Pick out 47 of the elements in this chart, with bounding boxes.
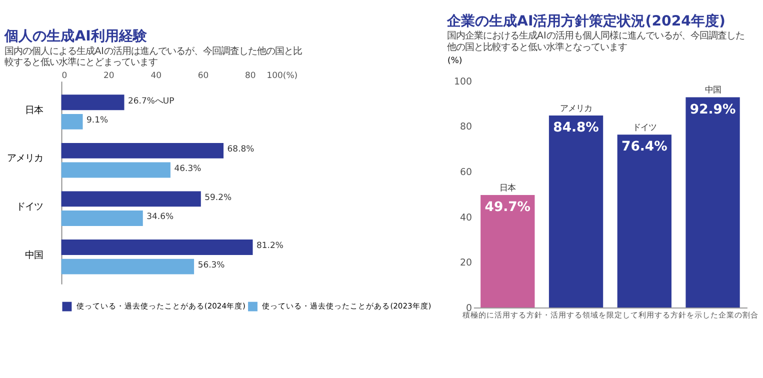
x-tick-label: 80	[245, 70, 256, 80]
x-tick-label: 0	[62, 70, 68, 80]
data-label: 81.2%	[256, 240, 284, 250]
data-label: 56.3%	[198, 259, 225, 270]
bar	[480, 195, 535, 308]
data-label: 34.6%	[146, 211, 174, 222]
data-label: 26.7%へUP	[128, 95, 174, 106]
data-label: 49.7%	[484, 200, 531, 216]
bar	[61, 191, 201, 207]
y-tick-label: 20	[460, 258, 472, 269]
bar	[61, 114, 83, 130]
legend-label: 使っている・過去使ったことがある(2024年度)	[76, 301, 246, 310]
x-tick-label: 100(%)	[266, 70, 298, 80]
bar	[61, 258, 194, 274]
data-label: 59.2%	[204, 192, 232, 202]
y-tick-label: アメリカ	[6, 153, 43, 164]
chart-title: 個人の生成AI利用経験	[4, 28, 148, 45]
y-tick-label: ドイツ	[16, 202, 43, 213]
bar	[61, 240, 253, 255]
data-label: 92.9%	[690, 102, 736, 118]
chart-subtitle: 国内の個人による生成AIの活用は進んでいるが、今回調査した他の国と比較すると低い水準にとどまっています	[4, 46, 302, 68]
y-tick-label: 日本	[24, 104, 43, 116]
bar	[548, 116, 604, 308]
x-axis-title: 積極的に活用する方針・活用する領域を限定して利用する方針を示した企業の割合	[462, 310, 759, 320]
x-tick-label: 20	[104, 70, 114, 80]
y-tick-label: 60	[460, 166, 472, 178]
y-tick-label: 40	[460, 212, 472, 224]
y-tick-label: 中国	[24, 250, 43, 261]
bar	[61, 94, 124, 110]
y-tick-label: 100	[454, 76, 472, 88]
data-label: 76.4%	[622, 140, 668, 155]
bar	[61, 210, 143, 226]
x-tick-label: 60	[198, 70, 209, 80]
data-label: 84.8%	[553, 120, 599, 136]
bar	[617, 134, 672, 308]
y-axis-title: (%)	[448, 54, 462, 65]
bar	[61, 142, 224, 158]
chart-title: 企業の生成AI活用方針策定状況(2024年度)	[446, 12, 726, 30]
data-label: 46.3%	[174, 162, 202, 173]
legend-label: 使っている・過去使ったことがある(2023年度)	[262, 301, 432, 310]
data-label: 9.1%	[86, 114, 108, 125]
x-tick-label: 40	[150, 70, 162, 80]
chart-subtitle: 国内企業における生成AIの活用も個人同様に進んでいるが、今回調査した他の国と比較すると低い水準となっています	[447, 30, 744, 54]
y-tick-label: 80	[460, 122, 472, 133]
bar	[61, 162, 170, 178]
bar	[686, 97, 740, 308]
data-label: 68.8%	[227, 144, 254, 154]
